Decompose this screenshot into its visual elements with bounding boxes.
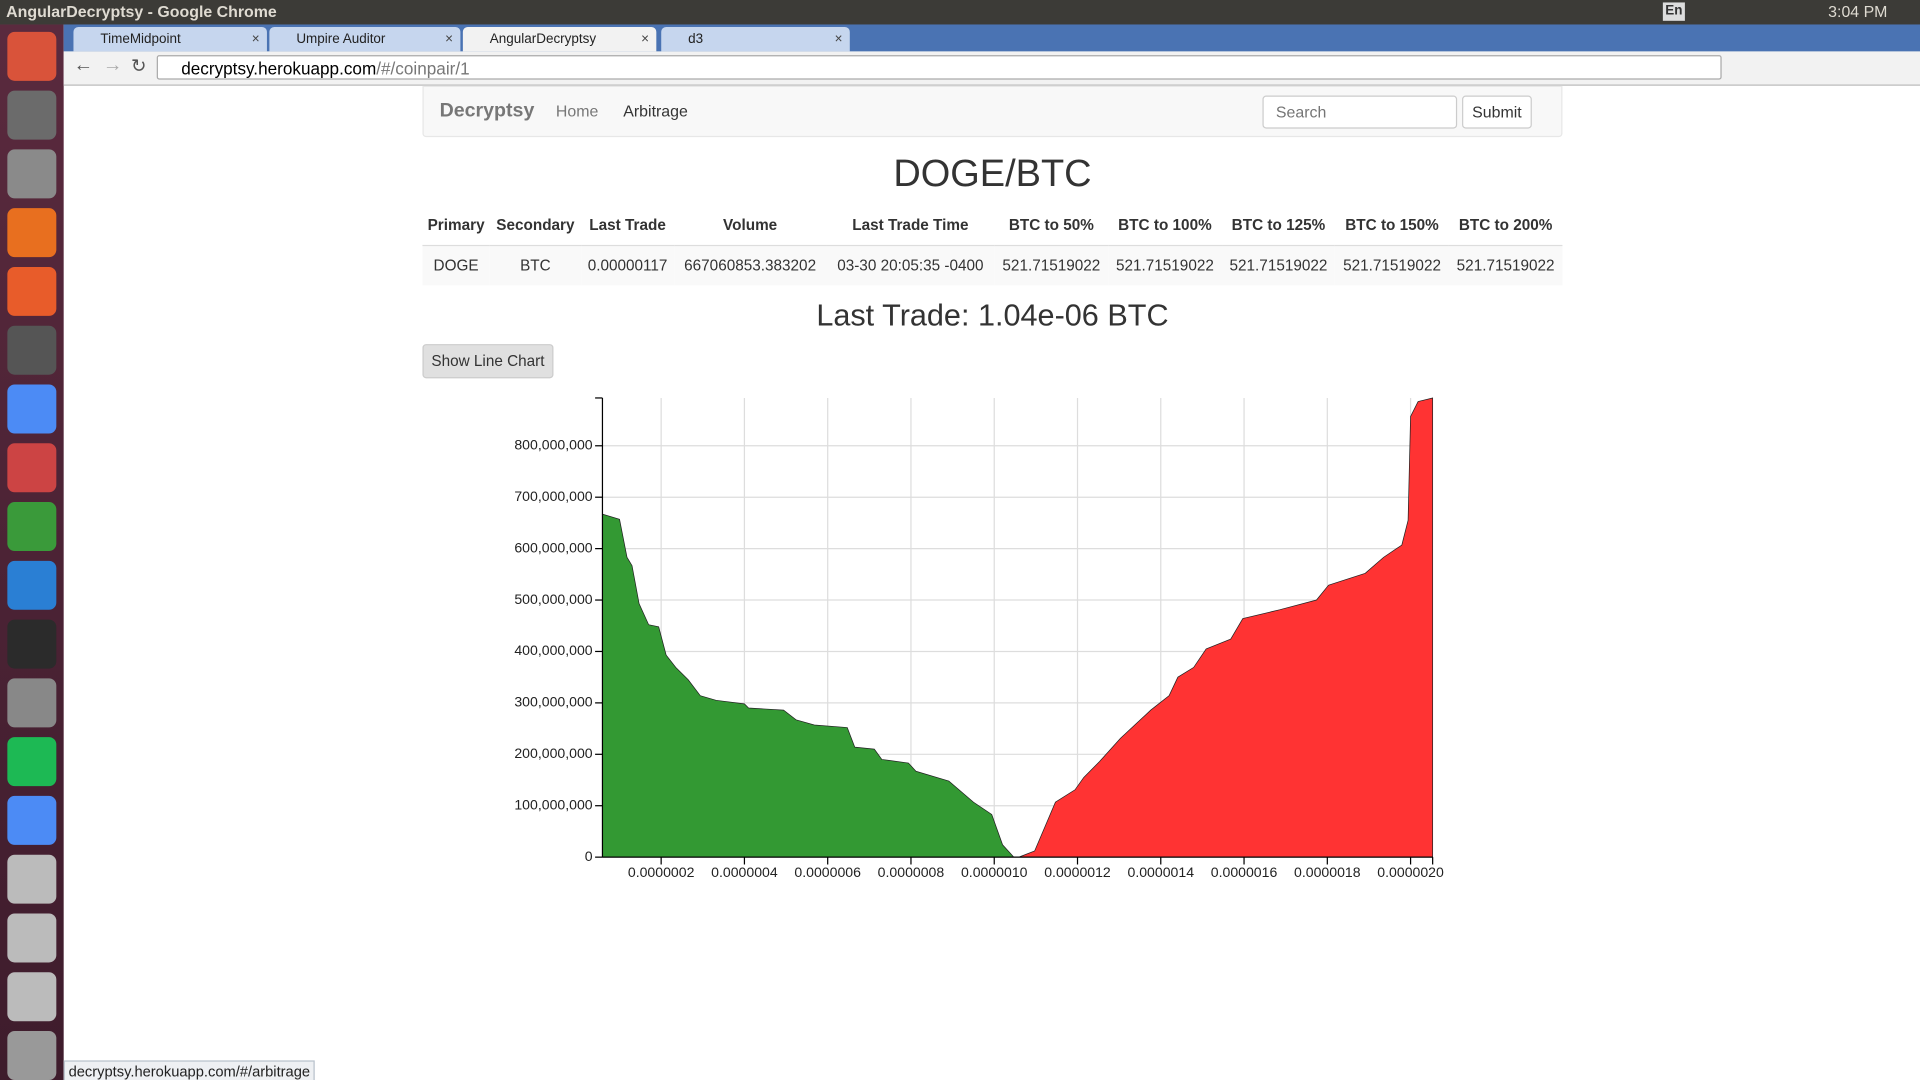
launcher-icon[interactable] bbox=[7, 560, 57, 610]
column-header: Primary bbox=[427, 216, 485, 234]
tab-title[interactable]: AngularDecryptsy bbox=[489, 31, 597, 47]
launcher-icon[interactable] bbox=[7, 737, 57, 787]
heading: DOGE/BTC bbox=[893, 151, 1092, 195]
header-row: Primary Secondary Last Trade Volume Last Tra… bbox=[422, 206, 1562, 246]
tab[interactable]: d3 × bbox=[661, 26, 850, 52]
launcher-icon[interactable] bbox=[7, 208, 57, 258]
brand[interactable]: Decryptsy bbox=[439, 100, 535, 122]
table-cell: 0.00000117 bbox=[581, 244, 675, 286]
x-tick-label: 0.0000004 bbox=[711, 864, 778, 880]
y-tick-label: 0 bbox=[585, 848, 593, 864]
y-tick-label: 300,000,000 bbox=[514, 694, 592, 710]
launcher-icon[interactable] bbox=[7, 619, 57, 669]
launcher-icon[interactable] bbox=[7, 90, 57, 140]
launcher-icon[interactable] bbox=[7, 854, 57, 904]
column-header: BTC to 200% bbox=[1458, 216, 1553, 234]
table-row: DOGE BTC 0.00000117 667060853.383202 03-30 2… bbox=[422, 244, 1563, 286]
x-tick-label: 0.0000002 bbox=[628, 864, 695, 880]
table-cell: 521.71519022 bbox=[1108, 244, 1222, 286]
last-trade: Last Trade: 1.04e-06 BTC bbox=[816, 298, 1169, 334]
address-bar[interactable]: decryptsy.herokuapp.com/#/coinpair/1 bbox=[156, 55, 1722, 80]
depth-area bbox=[1018, 397, 1434, 858]
y-tick-label: 800,000,000 bbox=[514, 436, 592, 452]
keyboard-indicator[interactable]: En bbox=[1662, 2, 1685, 21]
table-cell: 521.71519022 bbox=[1335, 244, 1449, 286]
launcher-icon[interactable] bbox=[7, 1031, 57, 1080]
column-header: BTC to 150% bbox=[1345, 216, 1439, 234]
launcher-icon[interactable] bbox=[7, 913, 57, 963]
reload-button[interactable]: ↻ bbox=[131, 56, 147, 78]
column-header: Last Trade bbox=[589, 216, 666, 234]
table-cell: 521.71519022 bbox=[1221, 244, 1336, 286]
tab-title[interactable]: Umpire Auditor bbox=[296, 31, 386, 47]
launcher-icon[interactable] bbox=[7, 325, 57, 375]
x-tick-label: 0.0000020 bbox=[1377, 864, 1444, 880]
x-tick-label: 0.0000008 bbox=[878, 864, 945, 880]
y-tick-label: 500,000,000 bbox=[514, 591, 592, 607]
table-cell: 03-30 20:05:35 -0400 bbox=[826, 244, 995, 286]
forward-button[interactable]: → bbox=[102, 55, 123, 76]
launcher-icon[interactable] bbox=[7, 384, 57, 434]
tab-strip: TimeMidpoint × Umpire Auditor × AngularDec… bbox=[63, 24, 1920, 52]
launcher-icon[interactable] bbox=[7, 266, 57, 316]
navbar: Decryptsy Home Arbitrage Submit bbox=[422, 85, 1563, 138]
x-tick-label: 0.0000014 bbox=[1127, 864, 1194, 880]
x-tick-label: 0.0000018 bbox=[1294, 864, 1361, 880]
y-tick-label: 700,000,000 bbox=[514, 488, 592, 504]
url-host[interactable]: decryptsy.herokuapp.com bbox=[181, 58, 377, 79]
y-tick-label: 200,000,000 bbox=[514, 745, 592, 761]
pair-table: Primary Secondary Last Trade Volume Last Tra… bbox=[422, 206, 1563, 286]
url-path[interactable]: /#/coinpair/1 bbox=[376, 58, 470, 79]
table-cell: DOGE bbox=[422, 244, 490, 286]
column-header: BTC to 100% bbox=[1118, 216, 1212, 234]
nav-link[interactable]: Arbitrage bbox=[623, 101, 688, 121]
table-cell: 521.71519022 bbox=[994, 244, 1109, 286]
x-tick-label: 0.0000010 bbox=[961, 864, 1028, 880]
tab-title[interactable]: TimeMidpoint bbox=[100, 31, 181, 47]
column-header: Volume bbox=[723, 216, 778, 234]
clock[interactable]: 3:04 PM bbox=[1828, 2, 1888, 21]
search-input[interactable] bbox=[1262, 95, 1458, 129]
back-button[interactable]: ← bbox=[73, 55, 94, 76]
tab[interactable]: TimeMidpoint × bbox=[73, 26, 267, 52]
launcher-icon[interactable] bbox=[7, 31, 57, 81]
launcher-icon[interactable] bbox=[7, 678, 57, 728]
launcher bbox=[0, 24, 64, 1080]
submit-button[interactable]: Submit bbox=[1462, 95, 1532, 129]
launcher-icon[interactable] bbox=[7, 443, 57, 493]
nav-link[interactable]: Home bbox=[555, 101, 599, 121]
column-header: Last Trade Time bbox=[852, 216, 969, 234]
x-tick-label: 0.0000016 bbox=[1211, 864, 1278, 880]
window-title: AngularDecryptsy - Google Chrome bbox=[6, 2, 277, 21]
toolbar: ← → ↻ decryptsy.herokuapp.com/#/coinpair… bbox=[63, 51, 1920, 86]
top-panel: AngularDecryptsy - Google Chrome En 3:04… bbox=[0, 0, 1920, 25]
tab[interactable]: Umpire Auditor × bbox=[269, 26, 461, 52]
launcher-icon[interactable] bbox=[7, 502, 57, 552]
depth-area bbox=[602, 513, 1015, 858]
y-tick-label: 100,000,000 bbox=[514, 796, 592, 812]
x-tick-label: 0.0000012 bbox=[1044, 864, 1111, 880]
status-bar: decryptsy.herokuapp.com/#/arbitrage bbox=[63, 1060, 315, 1080]
table-cell: 521.71519022 bbox=[1448, 244, 1563, 286]
column-header: BTC to 50% bbox=[1008, 216, 1094, 234]
launcher-icon[interactable] bbox=[7, 795, 57, 845]
column-header: Secondary bbox=[496, 216, 575, 234]
y-tick-label: 400,000,000 bbox=[514, 642, 592, 658]
launcher-icon[interactable] bbox=[7, 149, 57, 199]
launcher-icon[interactable] bbox=[7, 972, 57, 1022]
show-line-chart-button[interactable]: Show Line Chart bbox=[422, 344, 554, 379]
column-header: BTC to 125% bbox=[1231, 216, 1326, 234]
table-cell: BTC bbox=[489, 244, 582, 286]
y-tick-label: 600,000,000 bbox=[514, 539, 592, 555]
table-body: DOGE BTC 0.00000117 667060853.383202 03-30 2… bbox=[422, 244, 1563, 286]
x-tick-label: 0.0000006 bbox=[794, 864, 861, 880]
table-cell: 667060853.383202 bbox=[674, 244, 827, 286]
tab-title[interactable]: d3 bbox=[688, 31, 704, 47]
tab-active[interactable]: AngularDecryptsy × bbox=[462, 26, 657, 52]
